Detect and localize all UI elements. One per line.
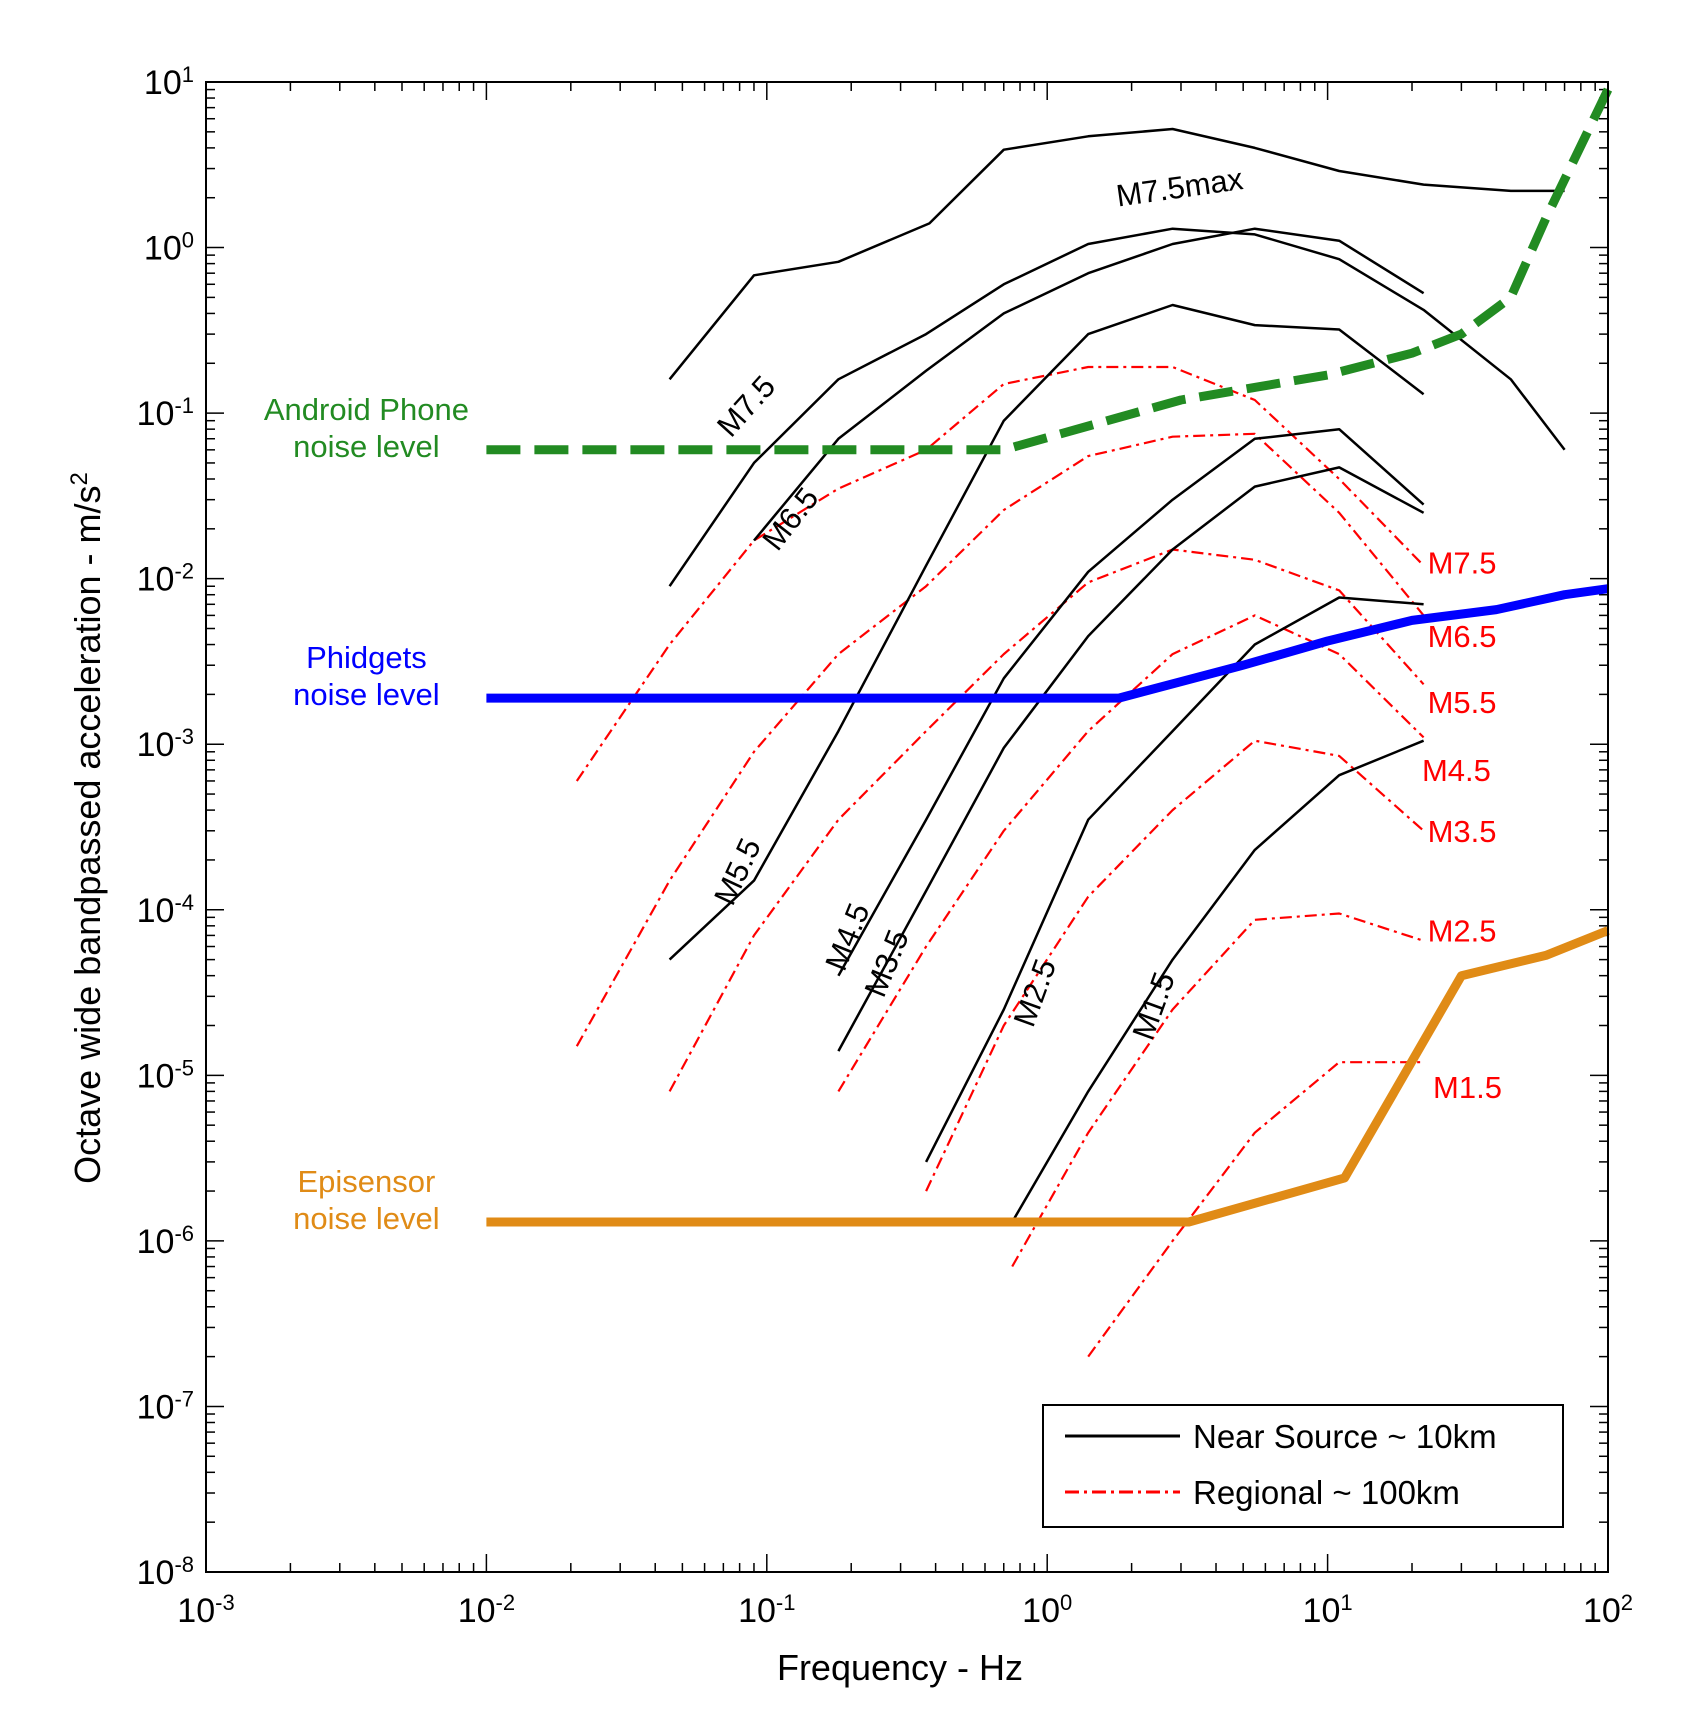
y-tick-label: 10-1 [137,393,194,434]
regional-annotation: M5.5 [1428,685,1497,720]
noise-label-line2: noise level [293,429,439,464]
y-tick-label-base: 10 [137,1057,175,1095]
y-axis-label-main: Octave wide bandpassed acceleration - m/… [67,485,108,1183]
y-tick-label-exp: -3 [174,724,194,749]
near-source-line-m5-5 [668,303,1425,961]
near-source-line-m7-5max [668,127,1565,381]
regional-line-m2-5 [1011,912,1424,1268]
y-tick-label-exp: 0 [182,227,194,252]
regional-annotation: M6.5 [1428,619,1497,654]
y-tick-label: 10-6 [137,1220,194,1261]
y-tick-label: 10-7 [137,1386,194,1427]
near-source-line-m6-5 [753,227,1425,542]
regional-annotation: M1.5 [1433,1070,1502,1105]
x-tick-label-exp: -3 [215,1590,235,1615]
near-source-line-m7-5 [668,227,1566,587]
y-tick-label: 10-8 [137,1552,194,1593]
regional-line-m4-5 [837,614,1425,1092]
y-tick-label-exp: -5 [174,1055,194,1080]
y-tick-label-base: 10 [144,230,182,268]
y-tick-label-base: 10 [137,892,175,930]
regional-line-m6-5 [575,432,1425,1047]
y-tick-label-exp: -1 [174,393,194,418]
ticks-layer: 10-3 10-2 10-1 100 101 10210110010-110-210-31… [137,62,1633,1631]
x-tick-label-base: 10 [738,1592,776,1630]
y-tick-label-exp: -7 [174,1386,194,1411]
near-source-line-m4-5 [837,427,1425,977]
noise-line-android [486,87,1613,455]
regional-line-m5-5 [668,548,1425,1092]
x-tick-label: 102 [1583,1590,1633,1631]
y-tick-label-base: 10 [137,1223,175,1261]
x-tick-label: 10-1 [738,1590,795,1631]
y-tick-label-exp: -8 [174,1552,194,1577]
regional-annotation: M2.5 [1428,913,1497,948]
legend: Near Source ~ 10km Regional ~ 100km [1042,1404,1564,1528]
noise-line-episensor [486,926,1610,1227]
x-tick-label: 100 [1022,1590,1072,1631]
regional-line-m1-5 [1087,1061,1424,1358]
near-source-line-m1-5 [1011,739,1425,1223]
near-source-line-m3-5 [837,466,1425,1052]
x-tick-label-base: 10 [1022,1592,1060,1630]
y-tick-label: 100 [144,227,194,268]
x-axis-label: Frequency - Hz [777,1647,1023,1688]
y-tick-label-base: 10 [137,1554,175,1592]
y-tick-label: 10-3 [137,724,194,765]
y-tick-label-exp: -6 [174,1220,194,1245]
y-axis-label: Octave wide bandpassed acceleration - m/… [66,472,109,1184]
regional-annotation: M7.5 [1428,546,1497,581]
y-tick-label-base: 10 [137,395,175,433]
noise-label-line1: Android Phone [264,392,469,427]
y-tick-label-exp: 1 [182,62,194,87]
x-tick-label: 101 [1303,1590,1353,1631]
plot-clip-layer [206,82,1608,1572]
regional-annotation: M4.5 [1422,753,1491,788]
y-tick-label-exp: -2 [174,558,194,583]
y-axis-label-exp: 2 [66,472,93,485]
y-tick-label: 101 [144,62,194,103]
x-tick-label-exp: -1 [776,1590,796,1615]
x-tick-label-base: 10 [1583,1592,1621,1630]
legend-label-near-source: Near Source ~ 10km [1193,1418,1497,1455]
regional-annotation: M3.5 [1428,814,1497,849]
noise-label-line1: Phidgets [306,640,427,675]
x-tick-label-exp: 0 [1060,1590,1072,1615]
y-tick-label: 10-4 [137,889,194,930]
x-tick-label-base: 10 [458,1592,496,1630]
legend-box [1042,1404,1564,1528]
y-tick-label-base: 10 [137,561,175,599]
noise-label-line1: Episensor [297,1164,435,1199]
x-tick-label-exp: 2 [1621,1590,1633,1615]
noise-label-line2: noise level [293,1201,439,1236]
x-tick-label: 10-2 [458,1590,515,1631]
y-tick-label-base: 10 [144,64,182,102]
legend-label-regional: Regional ~ 100km [1193,1474,1460,1511]
y-tick-label-base: 10 [137,1388,175,1426]
y-tick-label: 10-5 [137,1055,194,1096]
near-source-line-m2-5 [924,596,1424,1163]
x-tick-label-base: 10 [177,1592,215,1630]
y-tick-label-base: 10 [137,726,175,764]
noise-line-phidgets [486,584,1609,703]
x-tick-label: 10-3 [177,1590,234,1631]
series-layer [486,87,1613,1358]
x-tick-label-base: 10 [1303,1592,1341,1630]
noise-label-line2: noise level [293,677,439,712]
regional-line-m7-5 [575,365,1425,782]
y-tick-label: 10-2 [137,558,194,599]
x-tick-label-exp: 1 [1340,1590,1352,1615]
x-tick-label-exp: -2 [496,1590,516,1615]
plot-area [206,82,1608,1572]
plot-frame [205,81,1609,1573]
regional-line-m3-5 [925,739,1425,1192]
y-tick-label-exp: -4 [174,889,194,914]
